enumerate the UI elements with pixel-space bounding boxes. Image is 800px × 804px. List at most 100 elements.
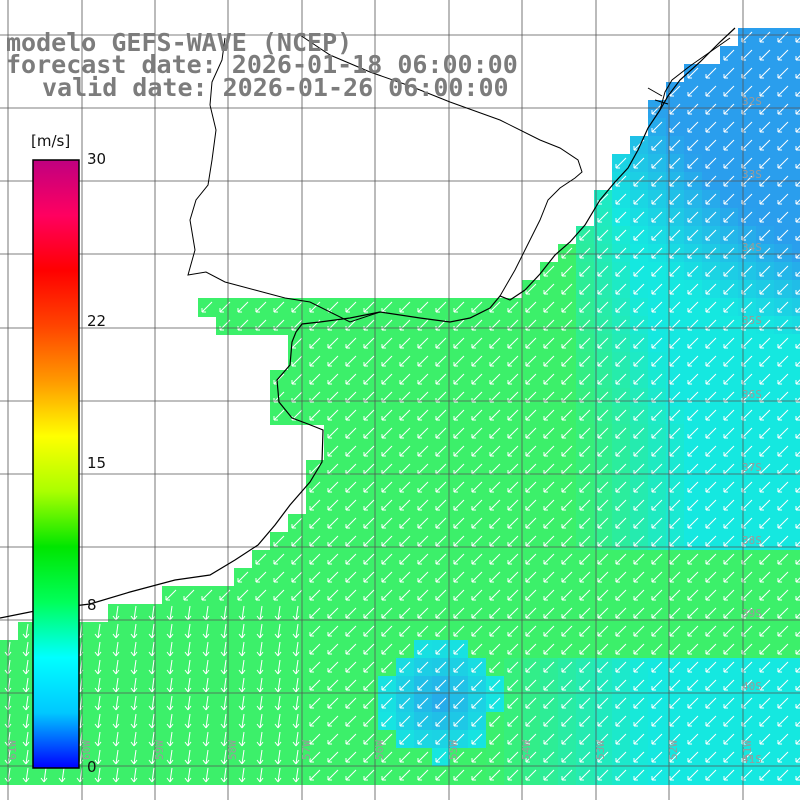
speed-cell	[216, 622, 235, 641]
wind-arrow	[471, 301, 483, 313]
wind-arrow	[615, 193, 627, 205]
wind-arrow	[705, 499, 717, 511]
speed-cell	[108, 766, 127, 785]
title-valid-date: valid date: 2026-01-26 06:00:00	[42, 73, 509, 102]
speed-cell	[198, 658, 217, 677]
wind-arrow	[381, 571, 393, 583]
wind-arrow	[309, 373, 321, 385]
speed-cell	[216, 676, 235, 695]
wind-arrow	[292, 641, 300, 657]
wind-arrow	[777, 427, 789, 439]
wind-arrow	[795, 73, 800, 79]
wind-arrow	[615, 715, 627, 727]
speed-cell	[90, 622, 109, 641]
wind-arrow	[525, 427, 537, 439]
lat-label: 40S	[742, 680, 762, 693]
speed-cell	[198, 766, 217, 785]
wind-arrow	[543, 571, 555, 583]
wind-arrow	[651, 697, 663, 709]
wind-arrow	[94, 713, 102, 729]
speed-cell	[234, 766, 253, 785]
wind-arrow	[759, 607, 771, 619]
wind-arrow	[435, 499, 447, 511]
wind-arrow	[633, 607, 645, 619]
speed-cell	[198, 694, 217, 713]
wind-arrow	[507, 715, 519, 727]
wind-arrow	[453, 535, 465, 547]
wind-arrow	[381, 499, 393, 511]
wind-arrow	[507, 751, 519, 763]
colorbar-units: [m/s]	[31, 132, 71, 150]
speed-cell	[792, 262, 800, 281]
wind-arrow	[327, 445, 339, 457]
wind-arrow	[435, 751, 447, 763]
speed-cell	[234, 604, 253, 623]
wind-arrow	[363, 427, 375, 439]
wind-arrow	[723, 445, 735, 457]
wind-arrow	[202, 731, 210, 747]
wind-arrow	[687, 103, 699, 115]
wind-arrow	[597, 373, 609, 385]
wind-arrow	[705, 193, 717, 205]
speed-cell	[270, 712, 289, 731]
wind-arrow	[561, 607, 573, 619]
wind-arrow	[669, 211, 681, 223]
wind-arrow	[687, 481, 699, 493]
speed-cell	[198, 640, 217, 659]
speed-cell	[108, 748, 127, 767]
wind-arrow	[579, 769, 591, 781]
wind-arrow	[309, 499, 321, 511]
speed-cell	[216, 640, 235, 659]
wind-arrow	[759, 751, 771, 763]
wind-arrow	[274, 731, 282, 747]
wind-arrow	[363, 769, 375, 781]
wind-arrow	[327, 697, 339, 709]
speed-cell	[198, 712, 217, 731]
wind-arrow	[615, 661, 627, 673]
wind-arrow	[507, 589, 519, 601]
speed-cell	[90, 748, 109, 767]
wind-arrow	[615, 751, 627, 763]
wind-arrow	[687, 769, 699, 781]
wind-arrow	[759, 715, 771, 727]
wind-arrow	[651, 427, 663, 439]
wind-arrow	[130, 605, 138, 621]
wind-arrow	[615, 589, 627, 601]
wind-arrow	[777, 265, 789, 277]
speed-cell	[0, 658, 19, 677]
wind-arrow	[327, 337, 339, 349]
speed-cell	[792, 28, 800, 47]
wind-arrow	[543, 715, 555, 727]
speed-cell	[162, 712, 181, 731]
wind-arrow	[165, 589, 177, 601]
lat-label: 41S	[742, 753, 762, 766]
wind-arrow	[525, 571, 537, 583]
wind-arrow	[381, 409, 393, 421]
wind-arrow	[579, 355, 591, 367]
wind-arrow	[597, 211, 609, 223]
speed-cell	[792, 172, 800, 191]
wind-arrow	[22, 767, 30, 783]
wind-arrow	[687, 139, 699, 151]
wind-arrow	[399, 607, 411, 619]
speed-cell	[252, 676, 271, 695]
wind-arrow	[292, 659, 300, 675]
wind-arrow	[795, 343, 800, 349]
wind-arrow	[669, 661, 681, 673]
wind-arrow	[777, 625, 789, 637]
speed-cell	[792, 208, 800, 227]
wind-arrow	[453, 697, 465, 709]
wind-arrow	[777, 355, 789, 367]
wind-arrow	[220, 641, 228, 657]
wind-arrow	[327, 535, 339, 547]
wind-arrow	[795, 685, 800, 691]
speed-cell	[144, 640, 163, 659]
wind-arrow	[561, 751, 573, 763]
coastline	[0, 27, 736, 619]
wind-arrow	[795, 307, 800, 313]
wind-arrow	[633, 265, 645, 277]
wind-arrow	[112, 731, 120, 747]
wind-arrow	[489, 571, 501, 583]
